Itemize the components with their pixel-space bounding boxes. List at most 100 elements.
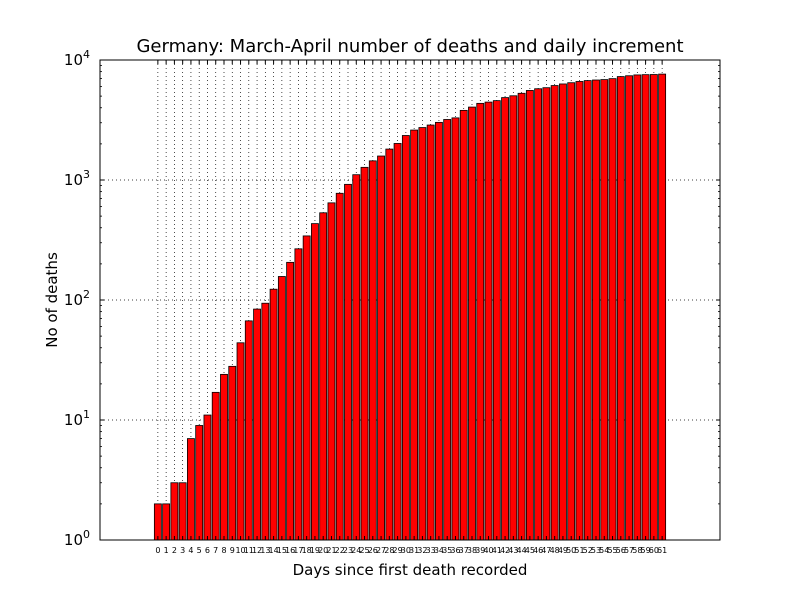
x-tick-label: 36	[450, 546, 460, 555]
x-tick-label: 26	[368, 546, 378, 555]
bar	[418, 127, 427, 541]
x-tick-label: 2	[172, 546, 177, 555]
bar	[608, 78, 617, 541]
bar	[567, 82, 576, 541]
x-tick-label: 52	[583, 546, 593, 555]
x-tick-label: 13	[260, 546, 270, 555]
bar	[501, 97, 509, 541]
bar	[360, 166, 369, 541]
x-tick-label: 47	[541, 546, 551, 555]
x-tick-label: 17	[293, 546, 303, 555]
x-tick-label: 16	[285, 546, 295, 555]
bar	[187, 438, 195, 541]
bar	[286, 261, 295, 541]
bar	[393, 143, 402, 541]
x-tick-label: 35	[442, 546, 452, 555]
bar	[484, 101, 493, 541]
x-tick-label: 39	[475, 546, 485, 555]
bar	[335, 192, 344, 541]
y-tick-label: 100	[64, 528, 90, 549]
bar	[269, 288, 278, 541]
x-tick-label: 41	[492, 546, 502, 555]
bar	[178, 482, 187, 541]
x-tick-label: 57	[624, 546, 634, 555]
y-tick-label: 101	[64, 408, 90, 429]
bar	[352, 174, 361, 541]
x-tick-label: 21	[326, 546, 336, 555]
x-tick-label: 33	[426, 546, 436, 555]
bars	[153, 73, 667, 541]
bar	[451, 117, 460, 541]
y-axis-label: No of deaths	[43, 252, 61, 348]
x-tick-label: 40	[483, 546, 493, 555]
bar	[377, 155, 385, 541]
x-tick-label: 20	[318, 546, 328, 555]
bar	[294, 248, 303, 541]
x-tick-label: 59	[641, 546, 651, 555]
bar	[211, 391, 220, 541]
x-tick-label: 46	[533, 546, 543, 555]
y-tick-label: 102	[64, 288, 90, 309]
x-tick-label: 38	[467, 546, 477, 555]
x-tick-label: 15	[277, 546, 287, 555]
x-tick-label: 12	[252, 546, 262, 555]
x-tick-label: 37	[459, 546, 469, 555]
bar	[583, 80, 592, 541]
x-tick-label: 0	[155, 546, 160, 555]
bar	[658, 73, 667, 541]
x-tick-label: 29	[393, 546, 403, 555]
y-tick-label: 104	[64, 48, 90, 69]
x-tick-label: 28	[384, 546, 394, 555]
x-tick-label: 31	[409, 546, 419, 555]
x-tick-label: 3	[180, 546, 185, 555]
bar	[476, 102, 485, 541]
y-axis: 100 101 102 103 104	[64, 48, 720, 549]
bar	[509, 95, 518, 541]
x-tick-label: 10	[235, 546, 245, 555]
x-tick-label: 44	[517, 546, 527, 555]
bar	[220, 373, 228, 541]
bar	[633, 74, 642, 541]
bar	[517, 92, 526, 541]
x-tick-label: 14	[269, 546, 279, 555]
bar	[542, 87, 551, 541]
bar	[426, 124, 435, 541]
bar	[228, 365, 237, 541]
x-tick-label: 49	[558, 546, 568, 555]
x-tick-label: 19	[310, 546, 320, 555]
x-tick-label: 55	[607, 546, 617, 555]
x-tick-label: 42	[500, 546, 510, 555]
bar	[319, 212, 328, 541]
bar	[492, 100, 501, 541]
bar	[244, 320, 253, 541]
bar	[616, 76, 625, 541]
x-tick-label: 7	[213, 546, 218, 555]
bar	[327, 202, 336, 541]
y-tick-label: 103	[64, 168, 90, 189]
x-tick-label: 58	[632, 546, 642, 555]
bar	[162, 503, 171, 541]
bar	[525, 90, 534, 541]
bar	[641, 74, 650, 541]
x-tick-label: 6	[205, 546, 210, 555]
x-tick-label: 34	[434, 546, 444, 555]
bar	[170, 482, 179, 541]
x-tick-label: 53	[591, 546, 601, 555]
bar	[410, 129, 419, 541]
x-tick-label: 27	[376, 546, 386, 555]
x-tick-label: 56	[616, 546, 626, 555]
bar	[459, 109, 468, 541]
bar	[236, 342, 245, 541]
x-tick-label: 25	[359, 546, 369, 555]
x-axis-label: Days since first death recorded	[293, 561, 528, 579]
x-tick-label: 60	[649, 546, 659, 555]
bar	[195, 425, 204, 541]
bar	[368, 160, 377, 541]
bar	[600, 79, 609, 541]
chart-title: Germany: March-April number of deaths an…	[136, 36, 683, 57]
x-tick-label: 32	[417, 546, 427, 555]
x-axis: 0 1 2 3 4 5 6 7 8 9 101112131415161718192021222324…	[155, 60, 667, 555]
bar	[344, 183, 352, 541]
x-tick-label: 61	[657, 546, 667, 555]
